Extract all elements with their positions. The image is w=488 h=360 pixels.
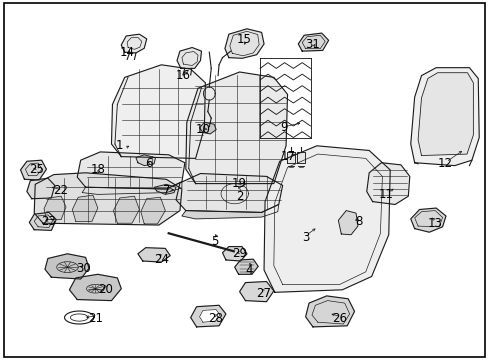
- Text: 9: 9: [279, 121, 287, 134]
- Polygon shape: [182, 204, 278, 219]
- Polygon shape: [34, 173, 182, 225]
- Text: 23: 23: [41, 215, 56, 228]
- Polygon shape: [77, 152, 184, 189]
- Text: 3: 3: [301, 231, 309, 244]
- Text: 6: 6: [145, 157, 153, 170]
- Polygon shape: [298, 33, 328, 51]
- Text: 4: 4: [245, 264, 253, 276]
- Polygon shape: [69, 274, 121, 301]
- Text: 13: 13: [427, 217, 442, 230]
- Polygon shape: [20, 160, 46, 180]
- Polygon shape: [305, 296, 354, 327]
- Polygon shape: [417, 73, 472, 156]
- Polygon shape: [27, 178, 55, 199]
- Text: 14: 14: [120, 46, 134, 59]
- Polygon shape: [136, 155, 155, 166]
- Polygon shape: [239, 282, 273, 302]
- Text: 28: 28: [207, 312, 222, 325]
- Polygon shape: [82, 182, 182, 194]
- Polygon shape: [410, 208, 445, 232]
- Text: 21: 21: [88, 312, 102, 325]
- Polygon shape: [141, 197, 165, 224]
- Text: 31: 31: [305, 39, 320, 51]
- Text: 17: 17: [281, 150, 295, 163]
- Text: 30: 30: [76, 262, 90, 275]
- Text: 2: 2: [235, 190, 243, 203]
- Polygon shape: [234, 259, 258, 274]
- Text: 1: 1: [116, 139, 123, 152]
- Text: 29: 29: [232, 247, 246, 260]
- Text: 26: 26: [332, 312, 346, 325]
- Text: 15: 15: [237, 33, 251, 46]
- Polygon shape: [111, 65, 205, 158]
- Text: 19: 19: [232, 177, 246, 190]
- Polygon shape: [72, 195, 98, 221]
- Text: 11: 11: [378, 188, 393, 201]
- Polygon shape: [176, 174, 282, 212]
- Polygon shape: [222, 247, 246, 261]
- Text: 24: 24: [154, 253, 168, 266]
- Text: 27: 27: [256, 287, 271, 300]
- Text: 7: 7: [162, 184, 170, 197]
- Polygon shape: [113, 196, 139, 223]
- Polygon shape: [138, 248, 170, 262]
- Polygon shape: [45, 254, 89, 279]
- Polygon shape: [121, 34, 146, 53]
- Polygon shape: [410, 68, 478, 166]
- Polygon shape: [286, 152, 294, 163]
- Polygon shape: [154, 184, 176, 194]
- Polygon shape: [199, 310, 220, 322]
- Polygon shape: [190, 305, 225, 327]
- Text: 25: 25: [29, 163, 44, 176]
- Polygon shape: [264, 146, 389, 292]
- Text: 12: 12: [437, 157, 451, 170]
- Polygon shape: [185, 72, 287, 184]
- Text: 20: 20: [98, 283, 112, 296]
- Polygon shape: [338, 211, 357, 235]
- Polygon shape: [29, 212, 56, 230]
- Text: 10: 10: [195, 123, 210, 136]
- Text: 18: 18: [90, 163, 105, 176]
- Text: 22: 22: [54, 184, 68, 197]
- Polygon shape: [296, 152, 304, 163]
- Polygon shape: [44, 196, 66, 220]
- Polygon shape: [366, 163, 409, 204]
- Polygon shape: [177, 48, 201, 68]
- Text: 8: 8: [355, 215, 363, 228]
- Text: 5: 5: [211, 235, 219, 248]
- Polygon shape: [224, 29, 264, 58]
- Polygon shape: [199, 122, 216, 134]
- Text: 16: 16: [176, 69, 190, 82]
